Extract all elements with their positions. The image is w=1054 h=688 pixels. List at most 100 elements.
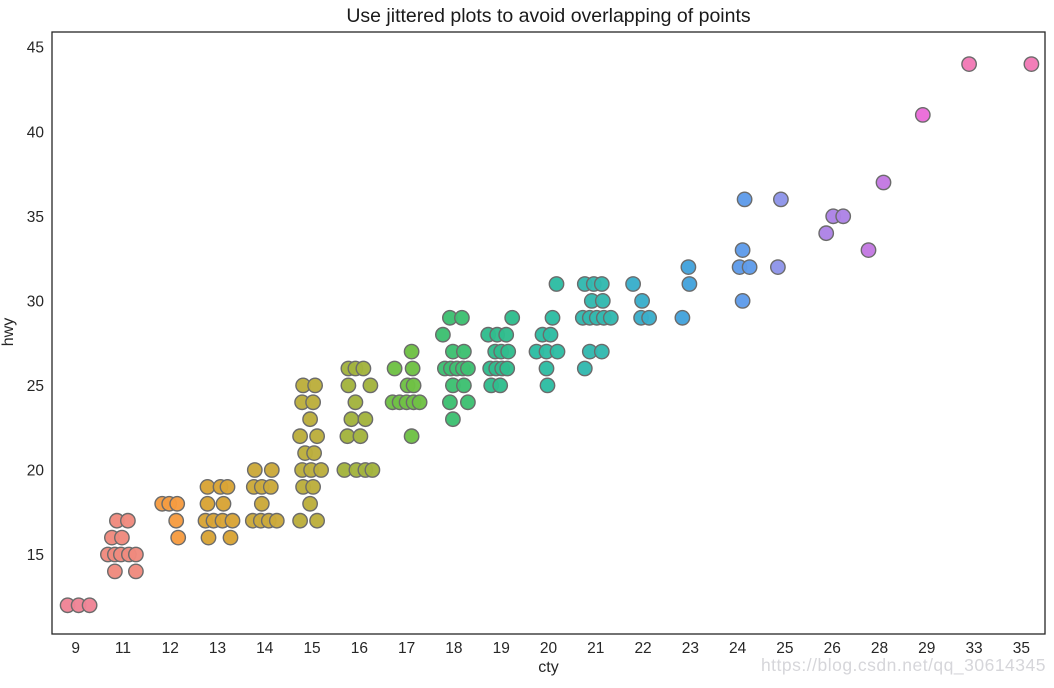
y-tick-label: 35: [27, 209, 44, 226]
data-point: [594, 292, 611, 309]
data-point: [222, 529, 239, 546]
x-tick-label: 11: [115, 640, 131, 657]
data-point: [576, 360, 593, 377]
x-tick-label: 14: [256, 640, 274, 657]
data-point: [680, 259, 697, 275]
data-point: [674, 309, 691, 326]
x-tick-label: 12: [162, 640, 179, 657]
data-point: [302, 495, 318, 512]
data-point: [736, 191, 753, 208]
data-point: [120, 512, 136, 529]
data-point: [500, 343, 517, 360]
data-point: [542, 326, 559, 343]
data-point: [170, 529, 187, 546]
data-point: [306, 445, 322, 461]
x-tick-label: 19: [493, 640, 510, 657]
data-point: [1023, 56, 1040, 72]
data-point: [818, 225, 835, 242]
data-point: [305, 478, 321, 495]
data-point: [498, 326, 515, 343]
data-point: [386, 360, 403, 377]
data-point: [441, 394, 458, 411]
x-tick-label: 18: [445, 640, 462, 657]
data-point: [343, 411, 360, 428]
data-point: [268, 512, 285, 529]
data-point: [455, 377, 472, 394]
plot-border: [51, 31, 1046, 635]
data-point: [302, 411, 318, 428]
data-point: [355, 360, 372, 377]
data-point: [224, 512, 241, 529]
data-point: [492, 377, 509, 394]
data-point: [625, 276, 641, 292]
data-point: [459, 360, 476, 377]
chart-title: Use jittered plots to avoid overlapping …: [346, 5, 751, 27]
x-tick-label: 22: [634, 640, 651, 657]
data-point: [307, 377, 323, 394]
data-point: [734, 292, 751, 309]
data-point: [404, 360, 421, 377]
data-point: [199, 495, 216, 512]
data-point: [681, 276, 698, 292]
x-tick-label: 25: [776, 640, 793, 657]
data-point: [107, 563, 123, 580]
data-point: [362, 377, 379, 394]
x-tick-label: 15: [303, 640, 320, 657]
x-tick-label: 26: [824, 640, 841, 657]
data-point: [539, 377, 556, 394]
data-point: [499, 360, 516, 377]
data-point: [340, 377, 357, 394]
data-point: [352, 428, 369, 445]
data-point: [292, 428, 308, 445]
x-tick-label: 29: [918, 640, 935, 657]
data-point: [593, 276, 610, 292]
data-point: [305, 394, 321, 411]
data-point: [81, 597, 98, 614]
y-tick-label: 40: [27, 124, 45, 141]
data-point: [770, 259, 786, 275]
data-point: [309, 428, 325, 445]
data-point: [504, 309, 521, 326]
x-tick-label: 33: [965, 640, 982, 657]
data-point: [875, 174, 892, 191]
data-point: [339, 428, 356, 445]
data-point: [538, 360, 555, 377]
x-tick-label: 28: [871, 640, 888, 657]
data-point: [403, 428, 420, 445]
data-point: [914, 107, 931, 123]
y-tick-label: 30: [27, 293, 45, 310]
data-point: [593, 343, 610, 360]
y-tick-label: 20: [27, 462, 45, 479]
data-point: [549, 343, 566, 360]
y-tick-label: 45: [27, 40, 44, 57]
data-point: [453, 309, 470, 326]
data-point: [634, 292, 650, 309]
data-point: [444, 411, 461, 428]
data-point: [411, 394, 428, 411]
data-point: [459, 394, 476, 411]
data-point: [602, 309, 619, 326]
data-point: [357, 411, 374, 428]
x-tick-label: 24: [729, 640, 747, 657]
data-point: [263, 462, 280, 478]
data-point: [200, 529, 217, 546]
data-point: [262, 478, 279, 495]
data-point: [313, 462, 329, 478]
data-point: [741, 259, 758, 275]
watermark: https://blog.csdn.net/qq_30614345: [760, 655, 1046, 675]
y-tick-label: 15: [27, 547, 44, 564]
x-tick-label: 35: [1013, 640, 1030, 657]
data-point: [215, 495, 232, 512]
data-point: [734, 242, 751, 259]
data-point: [169, 495, 186, 512]
data-point: [347, 394, 364, 411]
data-point: [961, 56, 977, 72]
data-point: [168, 512, 185, 529]
data-point: [199, 478, 216, 495]
x-tick-label: 16: [351, 640, 368, 657]
data-point: [364, 462, 381, 478]
data-point: [219, 478, 236, 495]
data-point: [405, 377, 422, 394]
data-point: [773, 191, 789, 208]
